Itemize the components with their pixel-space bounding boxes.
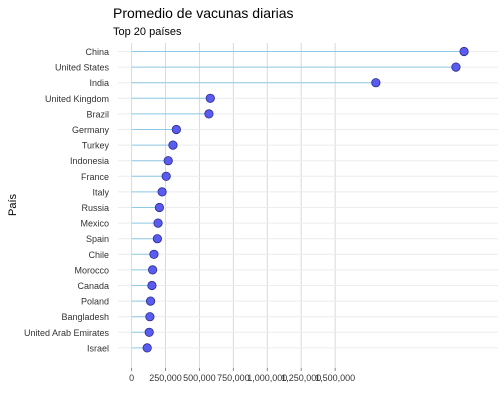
point-16 xyxy=(145,296,156,306)
category-label-12: Spain xyxy=(86,234,109,244)
category-label-16: Poland xyxy=(81,297,109,307)
category-label-18: United Arab Emirates xyxy=(24,328,110,338)
point-17 xyxy=(145,312,155,322)
point-0 xyxy=(459,46,469,57)
point-12 xyxy=(152,234,162,244)
category-label-5: Germany xyxy=(72,125,110,135)
category-label-14: Morocco xyxy=(74,265,109,275)
category-label-2: India xyxy=(89,78,109,88)
category-label-8: France xyxy=(81,172,109,182)
point-10 xyxy=(154,202,164,213)
point-7 xyxy=(163,156,173,166)
category-label-7: Indonesia xyxy=(70,156,109,166)
point-13 xyxy=(149,249,159,259)
point-layer xyxy=(142,46,469,353)
x-tick-label-4: 1,000,000 xyxy=(247,373,287,383)
category-label-0: China xyxy=(85,47,109,57)
category-label-13: Chile xyxy=(88,250,109,260)
category-label-15: Canada xyxy=(77,281,109,291)
point-2 xyxy=(371,78,381,88)
stem-layer xyxy=(131,51,465,349)
point-19 xyxy=(142,343,152,353)
point-6 xyxy=(168,140,178,150)
chart-subtitle: Top 20 países xyxy=(113,26,182,38)
x-tick-label-5: 1,250,000 xyxy=(281,373,321,383)
x-tick-label-6: 1,500,000 xyxy=(315,373,355,383)
category-label-19: Israel xyxy=(87,343,109,353)
x-tick-labels: 0 250,000 500,000 750,0001,000,0001,250,000… xyxy=(129,373,355,383)
point-4 xyxy=(204,109,214,119)
point-8 xyxy=(161,171,171,181)
category-label-11: Mexico xyxy=(80,219,109,229)
chart-title: Promedio de vacunas diarias xyxy=(113,5,294,21)
category-label-4: Brazil xyxy=(86,109,109,119)
point-11 xyxy=(153,218,163,228)
category-label-1: United States xyxy=(55,63,110,73)
point-15 xyxy=(147,280,157,291)
y-axis-label: País xyxy=(7,193,19,216)
x-tick-label-2: 500,000 xyxy=(183,373,216,383)
point-9 xyxy=(157,187,167,197)
point-1 xyxy=(451,62,461,72)
point-5 xyxy=(171,124,181,135)
point-18 xyxy=(144,327,154,337)
category-label-17: Bangladesh xyxy=(61,312,109,322)
x-tick-label-0: 0 xyxy=(129,373,134,383)
category-label-9: Italy xyxy=(92,187,109,197)
x-tick-label-1: 250,000 xyxy=(149,373,182,383)
point-3 xyxy=(205,93,215,103)
category-label-10: Russia xyxy=(81,203,109,213)
category-label-6: Turkey xyxy=(82,141,110,151)
grid-layer xyxy=(118,43,498,371)
category-label-3: United Kingdom xyxy=(45,94,109,104)
point-14 xyxy=(148,265,158,275)
category-labels: China United States India United Kingdom Bra… xyxy=(24,47,110,353)
x-tick-label-3: 750,000 xyxy=(217,373,250,383)
